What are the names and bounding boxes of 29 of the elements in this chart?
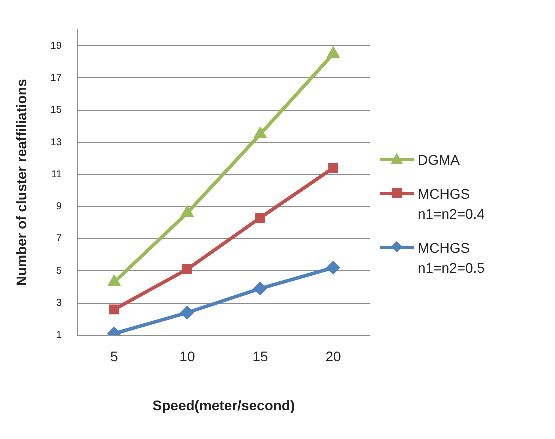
y-tick-label: 9 bbox=[56, 202, 62, 213]
point bbox=[180, 205, 194, 218]
y-tick-label: 15 bbox=[50, 105, 62, 116]
x-tick-label: 10 bbox=[180, 348, 196, 365]
point bbox=[182, 264, 192, 274]
x-tick-label: 5 bbox=[110, 348, 119, 365]
y-tick-label: 5 bbox=[56, 266, 62, 277]
x-axis-title: Speed(meter/second) bbox=[152, 397, 296, 414]
point bbox=[256, 213, 266, 224]
point bbox=[326, 260, 340, 275]
legend-label: MCHGS n1=n2=0.5 bbox=[418, 239, 485, 278]
y-axis-title: Number of cluster reaffiliations bbox=[13, 79, 30, 286]
y-tick-label: 11 bbox=[52, 169, 62, 180]
point bbox=[328, 163, 338, 174]
y-tick-label: 19 bbox=[50, 40, 62, 52]
y-tick-label: 3 bbox=[56, 298, 62, 310]
point bbox=[326, 46, 340, 58]
y-tick-label: 13 bbox=[50, 137, 62, 148]
y-tick-label: 1 bbox=[56, 330, 62, 342]
x-tick-label: 20 bbox=[326, 348, 342, 365]
legend-label: DGMA bbox=[418, 151, 460, 170]
x-tick-label: 15 bbox=[252, 348, 268, 365]
legend-label: MCHGS n1=n2=0.4 bbox=[418, 185, 485, 224]
point bbox=[254, 126, 268, 138]
point bbox=[109, 304, 120, 315]
point bbox=[180, 306, 194, 320]
point bbox=[253, 282, 268, 296]
y-tick-label: 17 bbox=[50, 72, 62, 84]
y-tick-label: 7 bbox=[56, 234, 62, 245]
